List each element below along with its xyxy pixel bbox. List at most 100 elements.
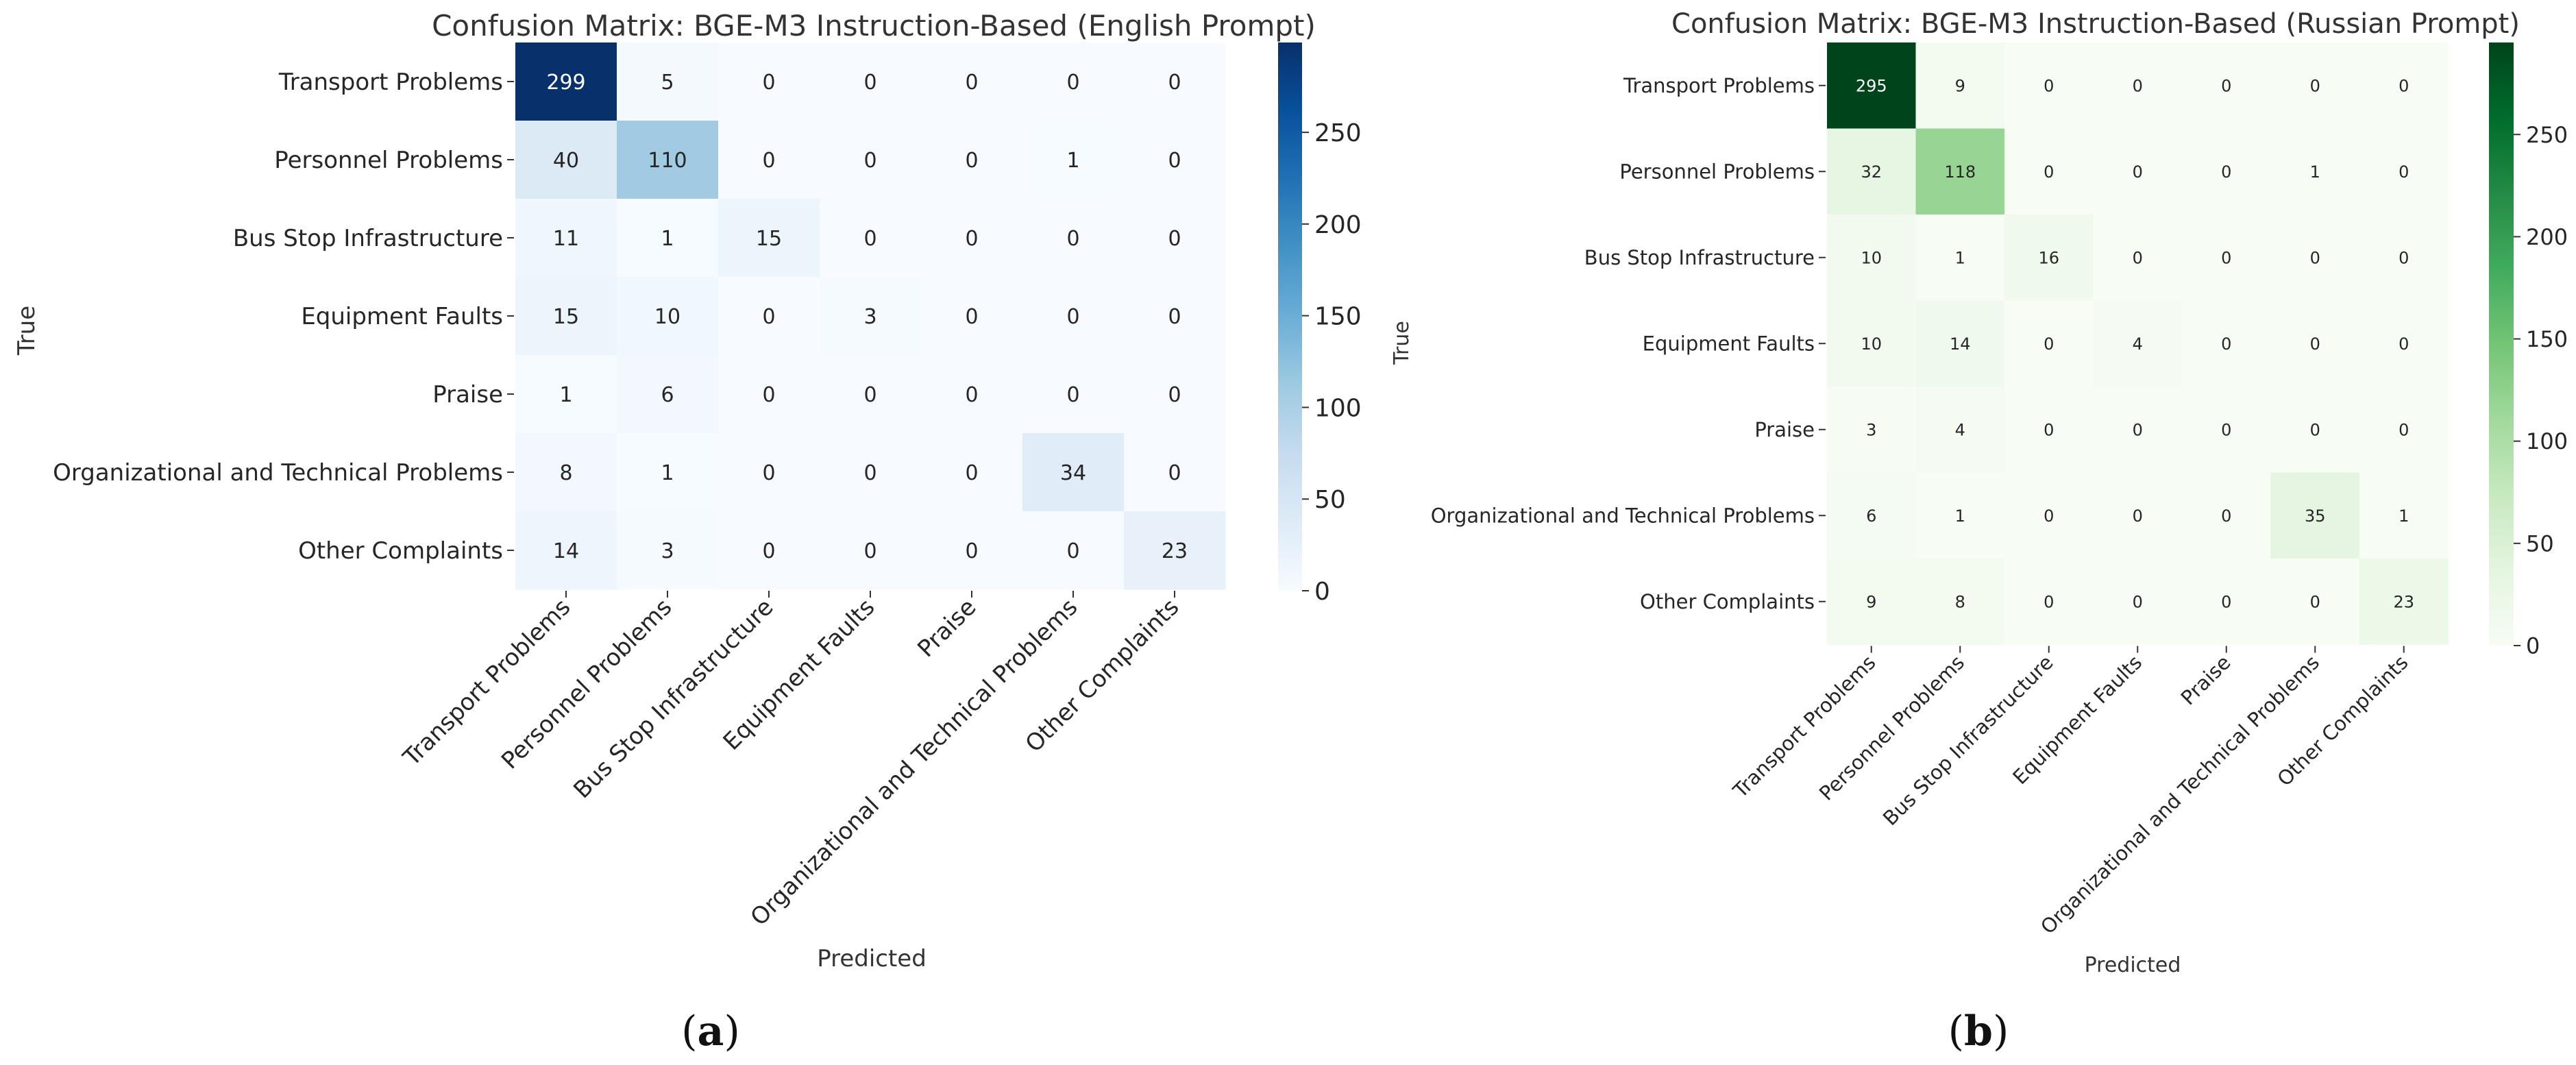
cell-value-label: 8 bbox=[1955, 592, 1965, 611]
cell-value-label: 0 bbox=[863, 461, 876, 485]
heatmap-cell bbox=[2359, 215, 2449, 301]
heatmap-cell bbox=[820, 121, 922, 199]
cell-value-label: 0 bbox=[2221, 592, 2231, 611]
cell-value-label: 15 bbox=[756, 227, 782, 251]
cell-value-label: 0 bbox=[1066, 227, 1079, 251]
heatmap-cell bbox=[2182, 128, 2271, 215]
heatmap-cell bbox=[2359, 472, 2449, 559]
cell-value-label: 0 bbox=[1168, 383, 1181, 407]
cell-value-label: 0 bbox=[2221, 334, 2231, 354]
cell-value-label: 35 bbox=[2305, 506, 2326, 526]
cell-value-label: 0 bbox=[762, 539, 775, 563]
heatmap-cell bbox=[2182, 42, 2271, 129]
cell-value-label: 1 bbox=[559, 383, 572, 407]
heatmap-cell bbox=[1915, 300, 2005, 387]
cell-value-label: 0 bbox=[965, 539, 978, 563]
cell-value-label: 1 bbox=[2310, 162, 2320, 182]
cell-value-label: 0 bbox=[2399, 334, 2409, 354]
cell-value-label: 0 bbox=[965, 149, 978, 173]
heatmap-cell bbox=[2004, 472, 2094, 559]
y-tick-label: Transport Problems bbox=[278, 69, 503, 96]
cell-value-label: 1 bbox=[2399, 506, 2409, 526]
heatmap-cell bbox=[1124, 433, 1226, 512]
chart-title-b: Confusion Matrix: BGE-M3 Instruction-Bas… bbox=[1671, 8, 2520, 40]
cell-value-label: 4 bbox=[2133, 334, 2143, 354]
heatmap-cell bbox=[2093, 215, 2183, 301]
cell-value-label: 6 bbox=[1866, 506, 1876, 526]
heatmap-cell bbox=[2004, 42, 2094, 129]
colorbar-tick-label: 0 bbox=[2526, 633, 2540, 659]
colorbar-b bbox=[2489, 42, 2514, 646]
heatmap-cell bbox=[617, 277, 719, 356]
panel-label-a: (a) bbox=[681, 1007, 740, 1055]
cell-value-label: 0 bbox=[863, 71, 876, 95]
cell-value-label: 0 bbox=[762, 461, 775, 485]
heatmap-cell bbox=[2182, 215, 2271, 301]
heatmap-cell bbox=[820, 199, 922, 278]
cell-value-label: 0 bbox=[2221, 76, 2231, 95]
heatmap-cell bbox=[515, 433, 617, 512]
heatmap-cell bbox=[1124, 355, 1226, 434]
heatmap-cell bbox=[2270, 42, 2360, 129]
cell-value-label: 1 bbox=[661, 461, 674, 485]
y-tick-label: Equipment Faults bbox=[301, 303, 503, 330]
heatmap-cell bbox=[921, 511, 1023, 590]
heatmap-cell bbox=[2004, 300, 2094, 387]
cell-value-label: 118 bbox=[1944, 162, 1976, 182]
cell-value-label: 0 bbox=[1168, 149, 1181, 173]
heatmap-cell bbox=[2093, 300, 2183, 387]
colorbar-a bbox=[1278, 42, 1302, 591]
cell-value-label: 3 bbox=[863, 305, 876, 329]
cell-value-label: 0 bbox=[762, 71, 775, 95]
heatmap-cell bbox=[1915, 215, 2005, 301]
heatmap-cell bbox=[2093, 387, 2183, 473]
heatmap-cell bbox=[718, 199, 820, 278]
heatmap-cell bbox=[2004, 559, 2094, 645]
heatmap-cell bbox=[2270, 472, 2360, 559]
cell-value-label: 0 bbox=[965, 71, 978, 95]
heatmap-cell bbox=[1124, 511, 1226, 590]
heatmap-cell bbox=[718, 121, 820, 199]
heatmap-cell bbox=[2270, 559, 2360, 645]
heatmap-cell bbox=[921, 433, 1023, 512]
heatmap-cell bbox=[2359, 387, 2449, 473]
heatmap-cell bbox=[515, 199, 617, 278]
heatmap-cell bbox=[820, 355, 922, 434]
cell-value-label: 0 bbox=[1168, 305, 1181, 329]
heatmap-cell bbox=[1124, 121, 1226, 199]
heatmap-panel-b: Confusion Matrix: BGE-M3 Instruction-Bas… bbox=[1390, 8, 2568, 1055]
cell-value-label: 0 bbox=[1066, 539, 1079, 563]
heatmap-cell bbox=[921, 42, 1023, 121]
cell-value-label: 0 bbox=[2221, 420, 2231, 439]
cell-value-label: 3 bbox=[1866, 420, 1876, 439]
colorbar-tick-label: 150 bbox=[1314, 303, 1362, 331]
cell-value-label: 0 bbox=[863, 227, 876, 251]
cell-value-label: 4 bbox=[1955, 420, 1965, 439]
x-tick-label: Personnel Problems bbox=[1815, 650, 1969, 805]
cell-value-label: 0 bbox=[2399, 162, 2409, 182]
x-tick-label: Transport Problems bbox=[397, 593, 576, 772]
heatmap-cell bbox=[2093, 128, 2183, 215]
heatmap-cells-b: 295 9 0 0 0 0 032 118 0 0 0 1 010 1 16 0 0 0 010 14 0 4 0 0 03 4 0… bbox=[1827, 42, 2449, 645]
cell-value-label: 0 bbox=[2399, 420, 2409, 439]
cell-value-label: 110 bbox=[648, 149, 687, 173]
heatmap-cell bbox=[515, 277, 617, 356]
colorbar-ticks-a: 0 50 100 150 200 250 bbox=[1302, 119, 1362, 606]
cell-value-label: 0 bbox=[1066, 71, 1079, 95]
heatmap-cell bbox=[515, 121, 617, 199]
colorbar-ticks-b: 0 50 100 150 200 250 bbox=[2514, 122, 2568, 659]
colorbar-tick-label: 50 bbox=[1314, 486, 1346, 514]
cell-value-label: 14 bbox=[553, 539, 579, 563]
heatmap-cell bbox=[2270, 387, 2360, 473]
y-tick-label: Organizational and Technical Problems bbox=[53, 459, 503, 487]
cell-value-label: 0 bbox=[762, 383, 775, 407]
cell-value-label: 5 bbox=[661, 71, 674, 95]
y-tick-label: Personnel Problems bbox=[1619, 160, 1815, 184]
heatmap-cell bbox=[1827, 387, 1916, 473]
colorbar-tick-label: 100 bbox=[1314, 394, 1362, 422]
heatmap-cell bbox=[1827, 472, 1916, 559]
heatmap-cell bbox=[1022, 511, 1125, 590]
cell-value-label: 0 bbox=[2133, 248, 2143, 267]
heatmap-cell bbox=[1915, 387, 2005, 473]
cell-value-label: 9 bbox=[1866, 592, 1876, 611]
